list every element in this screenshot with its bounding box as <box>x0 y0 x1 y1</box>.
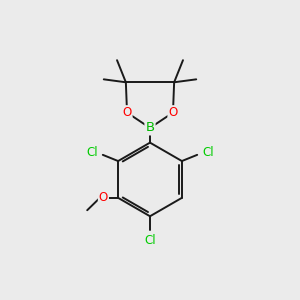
Text: O: O <box>99 191 108 204</box>
Text: O: O <box>168 106 178 119</box>
Text: Cl: Cl <box>202 146 214 159</box>
Text: Cl: Cl <box>86 146 98 159</box>
Text: Cl: Cl <box>144 234 156 247</box>
Text: B: B <box>146 122 154 134</box>
Text: O: O <box>122 106 132 119</box>
